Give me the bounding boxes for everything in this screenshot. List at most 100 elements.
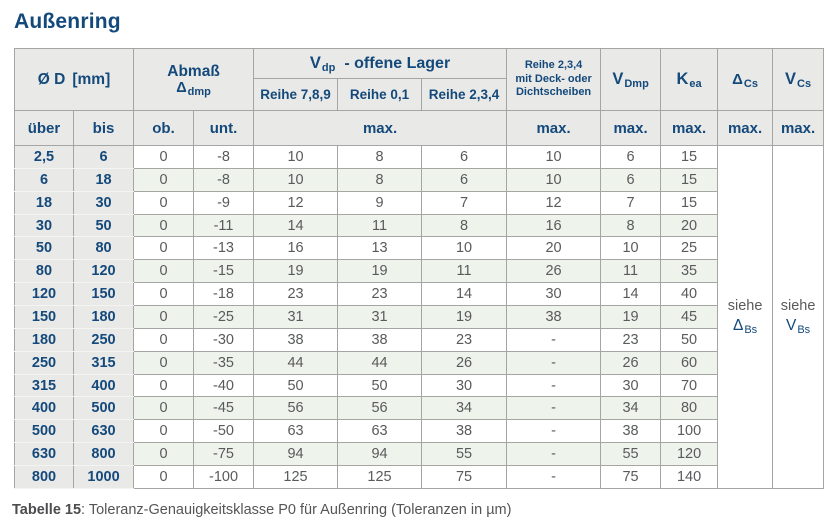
value-cell: 30	[421, 373, 508, 398]
value-cell: 7	[600, 190, 662, 215]
value-cell: 40	[660, 282, 719, 307]
size-range-cell: 30	[14, 213, 74, 238]
value-cell: 63	[253, 419, 339, 444]
value-cell: 50	[660, 327, 719, 352]
value-cell: 8	[600, 213, 662, 238]
value-cell: -	[506, 350, 602, 375]
size-range-cell: 50	[14, 236, 74, 261]
value-cell: 10	[421, 236, 508, 261]
value-cell: 26	[421, 350, 508, 375]
see-label: siehe	[727, 297, 763, 314]
size-range-cell: 630	[72, 419, 135, 444]
value-cell: -	[506, 327, 602, 352]
value-cell: 8	[337, 167, 423, 192]
col-header-vdmp: VDmp	[600, 48, 662, 111]
value-cell: -40	[193, 373, 255, 398]
value-cell: -	[506, 396, 602, 421]
value-cell: 6	[600, 145, 662, 169]
col-header-max-sealed: max.	[506, 110, 602, 146]
size-range-cell: 18	[72, 167, 135, 192]
table-row: 500 630 0 -50 63 63 38-38 100	[14, 419, 824, 444]
value-cell: 11	[421, 259, 508, 284]
value-cell: 0	[133, 305, 195, 329]
value-cell: 7	[421, 190, 508, 215]
table-caption: Tabelle 15: Toleranz-Genauigkeitsklasse …	[12, 502, 511, 518]
value-cell: 0	[133, 213, 195, 238]
size-range-cell: 250	[72, 327, 135, 352]
value-cell: 44	[337, 350, 423, 375]
value-cell: 6	[600, 167, 662, 192]
size-range-cell: 30	[72, 190, 135, 215]
table-row: 30 50 0 -11 14 11 8 16 8 20	[14, 213, 824, 238]
value-cell: -9	[193, 190, 255, 215]
value-cell: -15	[193, 259, 255, 284]
size-range-cell: 500	[14, 419, 74, 444]
value-cell: 25	[660, 236, 719, 261]
table-row: 630 800 0 -75 94 94 55-55 120	[14, 442, 824, 467]
value-cell: -11	[193, 213, 255, 238]
value-cell: 10	[506, 167, 602, 192]
value-cell: 100	[660, 419, 719, 444]
value-cell: 30	[600, 373, 662, 398]
value-cell: -25	[193, 305, 255, 329]
delta-cs-see-reference-cell: siehe ΔBs	[717, 145, 774, 489]
table-row: 18 30 0 -9 12 9 7 12 7 15	[14, 190, 824, 215]
diameter-symbol: Ø D	[37, 70, 66, 88]
value-cell: 15	[660, 145, 719, 169]
value-cell: 0	[133, 236, 195, 261]
value-cell: 56	[253, 396, 339, 421]
value-cell: 70	[660, 373, 719, 398]
value-cell: -	[506, 465, 602, 489]
value-cell: 50	[337, 373, 423, 398]
value-cell: -8	[193, 145, 255, 169]
value-cell: 8	[337, 145, 423, 169]
size-range-cell: 315	[14, 373, 74, 398]
value-cell: 38	[253, 327, 339, 352]
value-cell: 0	[133, 167, 195, 192]
value-cell: 14	[253, 213, 339, 238]
value-cell: 56	[337, 396, 423, 421]
size-range-cell: 18	[14, 190, 74, 215]
col-header-reihe-01: Reihe 0,1	[337, 78, 423, 111]
value-cell: 16	[506, 213, 602, 238]
size-range-cell: 150	[72, 282, 135, 307]
size-range-cell: 180	[72, 305, 135, 329]
value-cell: 8	[421, 213, 508, 238]
value-cell: 60	[660, 350, 719, 375]
value-cell: 10	[506, 145, 602, 169]
size-range-cell: 180	[14, 327, 74, 352]
value-cell: 55	[421, 442, 508, 467]
size-range-cell: 80	[14, 259, 74, 284]
value-cell: 19	[600, 305, 662, 329]
value-cell: 0	[133, 327, 195, 352]
col-header-reihe-234: Reihe 2,3,4	[421, 78, 508, 111]
table-row: 6 18 0 -8 10 8 6 10 6 15	[14, 167, 824, 192]
diameter-unit: [mm]	[72, 70, 111, 88]
header-row-limits: über bis ob. unt. max. max. max. max. ma…	[14, 110, 825, 146]
size-range-cell: 400	[72, 373, 135, 398]
size-range-cell: 150	[14, 305, 74, 329]
value-cell: 0	[133, 350, 195, 375]
value-cell: 26	[600, 350, 662, 375]
header-row-groups: Ø D [mm] Abmaß Δdmp Vdp - offene Lager Rei…	[13, 48, 825, 111]
value-cell: 75	[421, 465, 508, 489]
value-cell: 38	[506, 305, 602, 329]
col-header-ob: ob.	[133, 110, 195, 146]
col-header-max-vcs: max.	[772, 110, 825, 146]
v-cs-see-reference-cell: siehe VBs	[772, 145, 825, 489]
col-header-diameter: Ø D [mm]	[13, 48, 135, 111]
value-cell: 0	[133, 145, 195, 169]
value-cell: 14	[600, 282, 662, 307]
size-range-cell: 6	[72, 145, 135, 169]
size-range-cell: 80	[72, 236, 135, 261]
value-cell: 45	[660, 305, 719, 329]
caption-label: Tabelle 15	[12, 502, 82, 518]
value-cell: 15	[660, 167, 719, 192]
value-cell: 55	[600, 442, 662, 467]
value-cell: 11	[337, 213, 423, 238]
value-cell: -13	[193, 236, 255, 261]
table-row: 50 80 0 -13 16 13 10 20 10 25	[14, 236, 824, 261]
size-range-cell: 250	[14, 350, 74, 375]
value-cell: 12	[253, 190, 339, 215]
value-cell: 94	[337, 442, 423, 467]
